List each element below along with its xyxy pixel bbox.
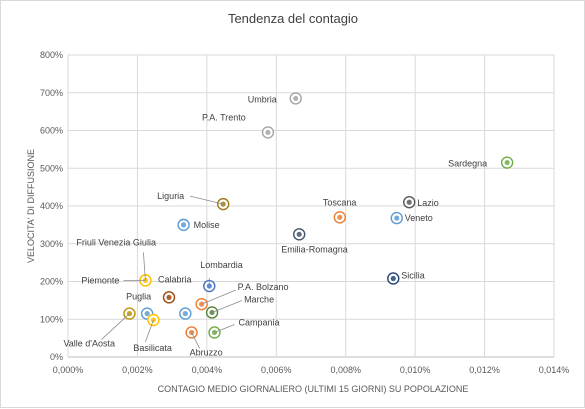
- data-points: [123, 92, 514, 339]
- y-tick-label: 500%: [40, 163, 63, 173]
- data-label: Marche: [244, 294, 274, 304]
- data-point: [261, 126, 275, 139]
- y-tick-label: 300%: [40, 239, 63, 249]
- data-label-leader: [211, 300, 243, 313]
- data-point-marker: [405, 198, 413, 206]
- data-point-marker: [336, 213, 344, 221]
- data-point: [403, 196, 416, 209]
- data-label: Friuli Venezia Giulia: [76, 237, 156, 247]
- x-tick-label: 0,010%: [400, 365, 431, 375]
- y-tick-label: 700%: [40, 88, 63, 98]
- y-tick-labels: 0% 100% 200% 300% 400% 500% 600% 700% 800%: [40, 50, 63, 362]
- y-tick-label: 100%: [40, 314, 63, 324]
- x-tick-label: 0,002%: [122, 365, 153, 375]
- data-label-leader: [214, 324, 235, 333]
- data-label: Liguria: [157, 191, 184, 201]
- grid: [67, 54, 555, 358]
- data-point-marker: [180, 221, 187, 229]
- data-point: [387, 272, 400, 285]
- data-label-leader: [145, 319, 154, 343]
- data-point-marker: [292, 95, 300, 102]
- data-label-leader: [191, 332, 200, 349]
- data-point: [177, 218, 190, 232]
- y-axis-title: VELOCITA' DI DIFFUSIONE: [26, 149, 36, 263]
- data-point-marker: [503, 159, 511, 166]
- data-label: P.A. Trento: [202, 112, 246, 122]
- data-label: Abruzzo: [190, 347, 223, 357]
- data-label: Piemonte: [81, 275, 119, 285]
- data-label: Valle d'Aosta: [63, 339, 115, 349]
- y-tick-label: 0%: [50, 352, 63, 362]
- data-label: Veneto: [405, 213, 433, 223]
- data-point-marker: [393, 214, 401, 222]
- data-label: Molise: [194, 220, 220, 230]
- chart-title: Tendenza del contagio: [228, 11, 358, 26]
- data-label: Sardegna: [448, 159, 487, 169]
- data-point-marker: [181, 310, 189, 317]
- y-tick-label: 200%: [40, 277, 63, 287]
- data-point: [216, 197, 230, 211]
- y-tick-label: 800%: [40, 50, 63, 60]
- data-label: Basilicata: [133, 343, 172, 353]
- data-label: Lombardia: [200, 260, 243, 270]
- x-tick-label: 0,012%: [469, 365, 500, 375]
- data-point-marker: [143, 310, 151, 317]
- data-point: [162, 291, 176, 304]
- x-tick-label: 0,000%: [53, 365, 84, 375]
- data-point: [390, 211, 403, 225]
- data-point-marker: [389, 275, 397, 282]
- data-point: [292, 228, 306, 241]
- data-label-leader: [201, 289, 236, 305]
- data-point-marker: [295, 230, 303, 238]
- data-label-leader: [101, 313, 130, 340]
- data-label: Lazio: [417, 198, 439, 208]
- data-point: [179, 307, 192, 320]
- data-point: [289, 92, 302, 105]
- x-tick-labels: 0,000% 0,002% 0,004% 0,006% 0,008% 0,010% 0,01…: [53, 365, 570, 375]
- x-axis-title: CONTAGIO MEDIO GIORNALIERO (ULTIMI 15 GI…: [158, 384, 469, 394]
- data-label-leader: [190, 195, 224, 205]
- y-tick-label: 400%: [40, 201, 63, 211]
- data-point-marker: [165, 293, 173, 301]
- data-label: Calabria: [158, 274, 192, 284]
- x-tick-label: 0,008%: [330, 365, 361, 375]
- data-point: [500, 156, 514, 169]
- data-point: [333, 211, 347, 224]
- data-label: Campania: [238, 317, 279, 327]
- data-label: P.A. Bolzano: [238, 282, 289, 292]
- data-label: Puglia: [126, 292, 151, 302]
- x-tick-label: 0,014%: [539, 365, 570, 375]
- data-point-marker: [264, 128, 272, 136]
- y-tick-label: 600%: [40, 126, 63, 136]
- x-tick-label: 0,004%: [192, 365, 223, 375]
- x-tick-label: 0,006%: [261, 365, 292, 375]
- data-label: Emilia-Romagna: [281, 244, 348, 254]
- data-label: Toscana: [323, 197, 357, 207]
- data-label-leader: [143, 252, 146, 281]
- data-label: Umbria: [248, 94, 277, 104]
- data-label: Sicilia: [401, 270, 425, 280]
